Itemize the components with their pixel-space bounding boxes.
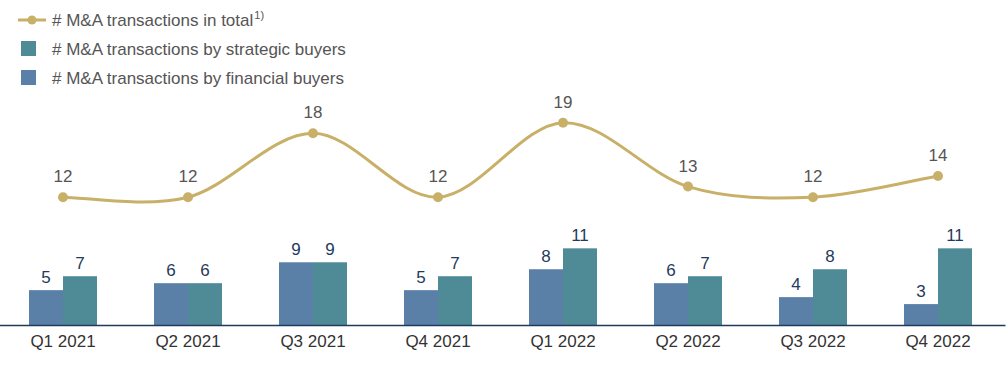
line-marker xyxy=(558,118,568,128)
data-label: 14 xyxy=(929,146,948,165)
data-label: 6 xyxy=(200,261,209,280)
x-tick-label: Q1 2021 xyxy=(30,332,95,351)
bar xyxy=(563,248,597,325)
data-label: 7 xyxy=(700,254,709,273)
x-tick-label: Q3 2021 xyxy=(280,332,345,351)
line-marker xyxy=(58,192,68,202)
data-label: 6 xyxy=(666,261,675,280)
x-tick-label: Q2 2021 xyxy=(155,332,220,351)
bar xyxy=(154,283,188,325)
bar xyxy=(529,269,563,325)
bar xyxy=(279,262,313,325)
x-tick-label: Q4 2022 xyxy=(905,332,970,351)
legend-label: # M&A transactions in total xyxy=(52,11,253,30)
legend-swatch xyxy=(21,41,36,56)
data-label: 3 xyxy=(916,282,925,301)
data-label: 5 xyxy=(416,268,425,287)
data-label: 4 xyxy=(791,275,800,294)
data-label: 9 xyxy=(325,240,334,259)
data-label: 6 xyxy=(166,261,175,280)
data-label: 12 xyxy=(804,167,823,186)
data-label: 12 xyxy=(429,167,448,186)
legend: # M&A transactions in total1) # M&A trans… xyxy=(18,9,346,88)
bar xyxy=(938,248,972,325)
bar xyxy=(654,283,688,325)
line-marker xyxy=(933,171,943,181)
x-tick-label: Q1 2022 xyxy=(530,332,595,351)
bar xyxy=(688,276,722,325)
data-label: 8 xyxy=(541,247,550,266)
labels: 5 6 9 5 8 6 4 3 7 6 9 7 11 7 8 11 12 12 18 12 19 13 12 14 Q1 202… xyxy=(30,93,970,351)
line xyxy=(63,123,938,202)
data-label: 11 xyxy=(946,226,964,245)
bar xyxy=(813,269,847,325)
data-label: 19 xyxy=(554,93,573,112)
data-label: 11 xyxy=(571,226,589,245)
bar xyxy=(188,283,222,325)
data-label: 5 xyxy=(41,268,50,287)
line-marker xyxy=(808,192,818,202)
bar xyxy=(404,290,438,325)
bar xyxy=(779,297,813,325)
data-label: 12 xyxy=(179,167,198,186)
x-tick-label: Q2 2022 xyxy=(655,332,720,351)
line-marker xyxy=(183,192,193,202)
bar xyxy=(63,276,97,325)
bar xyxy=(438,276,472,325)
data-label: 18 xyxy=(304,103,323,122)
legend-label: # M&A transactions by financial buyers xyxy=(52,69,344,88)
bar xyxy=(313,262,347,325)
data-label: 9 xyxy=(291,240,300,259)
data-label: 8 xyxy=(825,247,834,266)
legend-marker xyxy=(28,16,37,25)
line-marker xyxy=(683,182,693,192)
line-marker xyxy=(308,128,318,138)
data-label: 7 xyxy=(75,254,84,273)
bar xyxy=(904,304,938,325)
line-marker xyxy=(433,192,443,202)
data-label: 7 xyxy=(450,254,459,273)
plot-area xyxy=(29,118,972,325)
data-label: 12 xyxy=(54,167,73,186)
x-tick-label: Q4 2021 xyxy=(405,332,470,351)
data-label: 13 xyxy=(679,157,698,176)
footnote-ref: 1) xyxy=(254,9,264,21)
legend-label: # M&A transactions by strategic buyers xyxy=(52,40,346,59)
x-tick-label: Q3 2022 xyxy=(780,332,845,351)
bar xyxy=(29,290,63,325)
legend-swatch xyxy=(21,70,36,85)
x-axis xyxy=(0,325,1006,327)
